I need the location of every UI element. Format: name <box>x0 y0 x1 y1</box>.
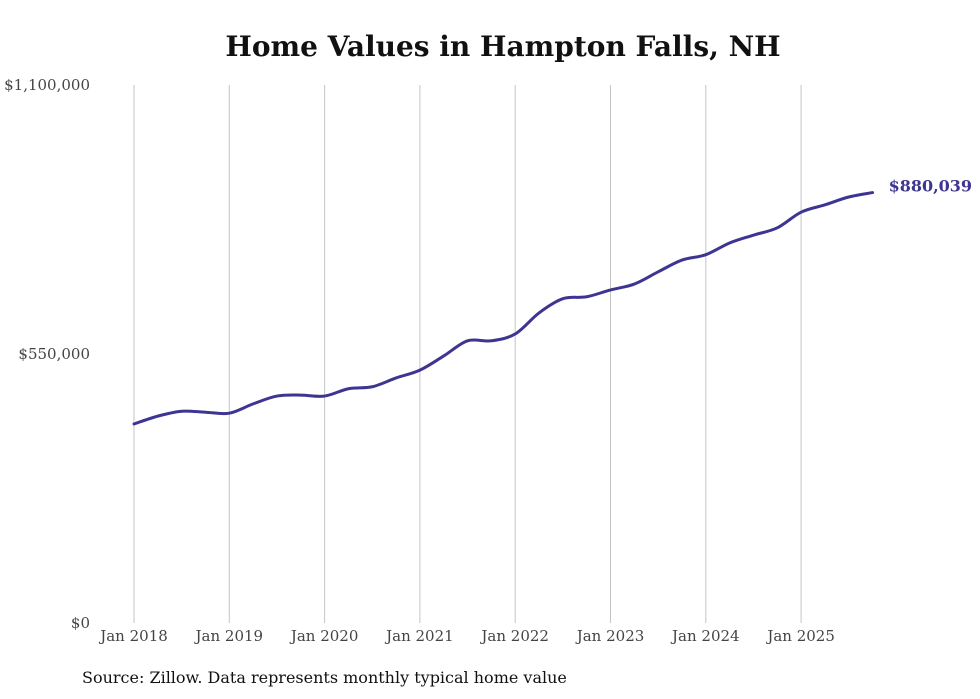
series-line-home-value <box>132 191 875 426</box>
x-tick-label: Jan 2024 <box>670 627 740 645</box>
y-tick-label: $1,100,000 <box>4 76 90 94</box>
x-tick-label: Jan 2021 <box>384 627 454 645</box>
y-tick-label: $550,000 <box>18 345 90 363</box>
source-note: Source: Zillow. Data represents monthly … <box>82 668 567 687</box>
x-tick-label: Jan 2023 <box>575 627 645 645</box>
chart-title: Home Values in Hampton Falls, NH <box>225 30 781 63</box>
end-value-label: $880,039 <box>889 177 973 196</box>
x-tick-label: Jan 2019 <box>194 627 264 645</box>
x-tick-label: Jan 2025 <box>765 627 835 645</box>
x-tick-label: Jan 2022 <box>479 627 549 645</box>
x-tick-label: Jan 2020 <box>289 627 359 645</box>
y-tick-label: $0 <box>71 614 90 632</box>
x-tick-label: Jan 2018 <box>98 627 168 645</box>
